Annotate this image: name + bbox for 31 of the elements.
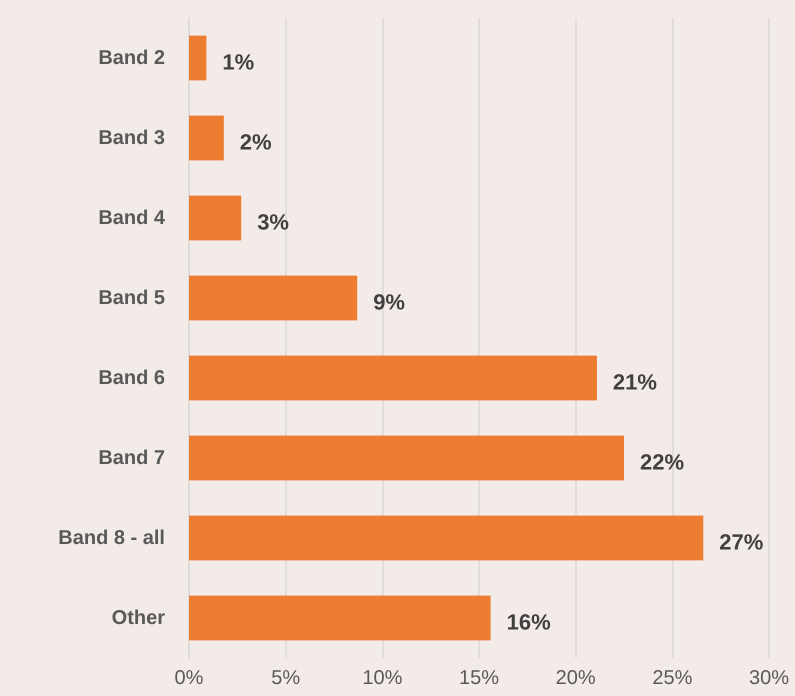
y-tick-label: Band 6 (98, 367, 165, 389)
data-label: 1% (222, 50, 254, 74)
data-label: 9% (373, 290, 405, 314)
bar (189, 196, 242, 240)
x-tick-label: 15% (458, 667, 500, 689)
data-label: 27% (719, 530, 764, 554)
y-tick-label: Band 5 (98, 287, 165, 309)
bar (189, 436, 624, 480)
x-tick-label: 20% (556, 667, 596, 689)
x-tick-label: 25% (652, 667, 693, 689)
data-label: 2% (240, 130, 272, 154)
y-tick-label: Band 8 - all (58, 527, 165, 549)
x-tick-label: 30% (748, 667, 790, 689)
bar (189, 356, 597, 400)
y-tick-label: Band 3 (98, 127, 165, 149)
data-label: 3% (257, 210, 289, 234)
y-tick-label: Band 2 (98, 47, 165, 69)
bar (189, 36, 206, 80)
data-label: 21% (612, 370, 657, 394)
bar (189, 596, 491, 640)
x-tick-label: 5% (271, 667, 300, 689)
data-label: 22% (640, 450, 684, 474)
bar (189, 516, 704, 560)
bar (189, 276, 358, 320)
y-tick-label: Band 7 (98, 447, 165, 469)
x-tick-label: 0% (174, 667, 204, 689)
bar (189, 116, 224, 160)
x-tick-label: 10% (362, 667, 403, 689)
data-label: 16% (506, 610, 551, 634)
y-tick-label: Band 4 (98, 207, 166, 229)
y-tick-label: Other (112, 607, 166, 629)
